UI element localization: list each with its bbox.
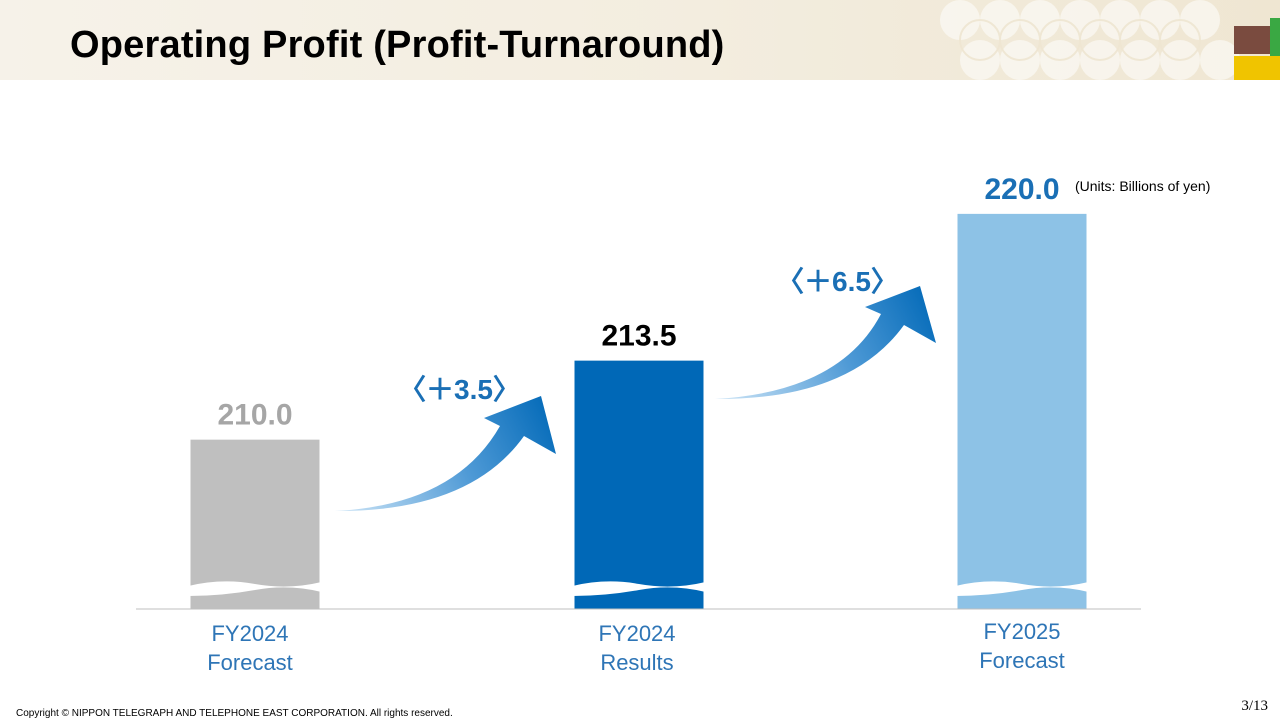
units-note: (Units: Billions of yen) bbox=[1075, 178, 1211, 194]
bar-3 bbox=[957, 213, 1087, 610]
decorative-pattern-icon bbox=[940, 0, 1240, 80]
category-label-3-line2: Forecast bbox=[979, 648, 1065, 673]
slide-header: Operating Profit (Profit-Turnaround) bbox=[0, 0, 1280, 80]
accent-block-yellow bbox=[1234, 56, 1280, 80]
increase-arrow-2 bbox=[715, 286, 936, 400]
bar-2 bbox=[574, 360, 704, 609]
page-number: 3/13 bbox=[1241, 698, 1268, 714]
category-label-1: FY2024 Forecast bbox=[150, 619, 350, 677]
category-label-2: FY2024 Results bbox=[537, 619, 737, 677]
page-title: Operating Profit (Profit-Turnaround) bbox=[70, 24, 725, 66]
category-label-3-line1: FY2025 bbox=[983, 619, 1061, 644]
category-label-3: FY2025 Forecast bbox=[922, 617, 1122, 675]
category-label-1-line2: Forecast bbox=[207, 650, 293, 675]
value-label-2: 213.5 bbox=[601, 320, 676, 353]
category-label-2-line1: FY2024 bbox=[598, 621, 676, 646]
axis-break-1 bbox=[188, 581, 322, 596]
copyright-notice: Copyright © NIPPON TELEGRAPH AND TELEPHO… bbox=[16, 708, 453, 719]
change-label-2: 〈＋6.5〉 bbox=[776, 266, 899, 297]
change-label-1: 〈＋3.5〉 bbox=[398, 374, 521, 405]
bar-1 bbox=[190, 439, 320, 609]
category-label-1-line1: FY2024 bbox=[211, 621, 289, 646]
axis-break-3 bbox=[955, 581, 1089, 596]
value-label-3: 220.0 bbox=[984, 173, 1059, 206]
axis-break-2 bbox=[572, 581, 706, 596]
category-label-2-line2: Results bbox=[600, 650, 674, 675]
value-label-1: 210.0 bbox=[217, 399, 292, 432]
increase-arrow-1 bbox=[335, 396, 556, 512]
accent-block-green bbox=[1270, 18, 1280, 56]
